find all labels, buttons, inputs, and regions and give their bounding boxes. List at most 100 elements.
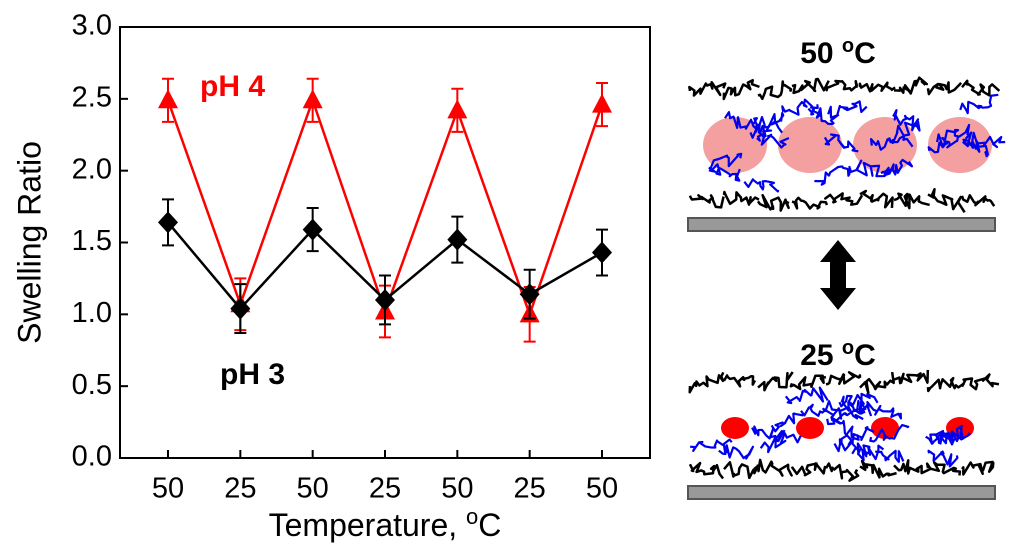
polymer-chain [751, 425, 786, 443]
polymer-chain [718, 444, 755, 460]
top-label: 50 oC [800, 35, 876, 70]
polymer-chain [770, 412, 804, 433]
y-tick-label: 1.5 [72, 225, 112, 257]
polymer-chain [925, 461, 962, 476]
polymer-chain [756, 132, 790, 149]
polymer-chain [781, 98, 819, 116]
polymer-chain [960, 373, 1000, 391]
polymer-chain [869, 134, 914, 151]
substrate [687, 485, 996, 500]
bottom-label: 25 oC [800, 337, 876, 372]
polymer-chain [827, 100, 868, 119]
polymer-chain [859, 371, 895, 395]
polymer-chain [830, 401, 866, 425]
x-tick-label: 50 [297, 473, 329, 505]
polymer-chain [757, 371, 794, 392]
polymer-chain [961, 138, 989, 158]
polymer-chain [961, 79, 1001, 97]
label-sup: o [842, 337, 854, 359]
polymer-chain [789, 374, 827, 391]
polymer-chain [893, 76, 929, 95]
data-point [447, 99, 468, 119]
polymer-chain [838, 392, 879, 408]
x-tick-label: 25 [224, 473, 256, 505]
y-axis-title: Swelling Ratio [11, 141, 47, 344]
polymer-chain [690, 438, 733, 453]
polymer-chain [927, 449, 959, 468]
polymer-chain [893, 369, 930, 385]
core-domain [778, 117, 842, 173]
polymer-chain [824, 192, 864, 206]
polymer-chain [722, 374, 757, 388]
polymer-chain [927, 187, 966, 214]
polymer-chain [823, 133, 859, 153]
polymer-chain [688, 371, 725, 394]
polymer-chain [791, 77, 830, 95]
polymer-chain [869, 424, 910, 443]
label-part: 50 [800, 37, 842, 70]
polymer-chain [759, 432, 802, 454]
polymer-chain [743, 178, 780, 193]
polymer-chain [833, 438, 871, 458]
polymer-chain [826, 418, 860, 441]
x-tick-label: 25 [514, 473, 546, 505]
core-domain [928, 117, 992, 173]
polymer-chain [722, 78, 760, 101]
core-domain [871, 417, 899, 439]
data-point [302, 89, 323, 109]
polymer-chain [926, 376, 966, 393]
polymer-chain [688, 81, 727, 97]
polymer-chain [859, 459, 897, 479]
data-point [158, 89, 178, 109]
polymer-chain [926, 81, 963, 96]
polymer-chain [688, 194, 725, 209]
polymer-chain [807, 106, 840, 126]
y-tick-label: 1.0 [72, 297, 112, 329]
series-label: pH 3 [220, 358, 285, 391]
data-point [302, 218, 323, 241]
label-part: C [854, 37, 876, 70]
x-axis-title: Temperature, oC [269, 504, 502, 544]
polymer-chain [825, 79, 859, 92]
data-point [158, 211, 178, 234]
label-sup: o [842, 35, 854, 57]
y-tick-label: 0.5 [72, 369, 112, 401]
polymer-chain [960, 194, 996, 207]
polymer-chain [866, 401, 903, 420]
polymer-chain [858, 81, 896, 93]
data-point [592, 93, 612, 113]
polymer-chain [859, 189, 894, 209]
axis-title-sup: o [466, 504, 478, 529]
polymer-chain [800, 400, 838, 417]
polymer-chain [688, 461, 725, 480]
polymer-chain [893, 192, 930, 210]
x-tick-label: 25 [369, 473, 401, 505]
polymer-chain [925, 432, 956, 446]
core-domain [796, 417, 824, 439]
polymer-chain [961, 460, 995, 476]
polymer-chain [814, 165, 851, 186]
data-point [519, 283, 540, 306]
data-point [230, 297, 251, 320]
data-point [375, 288, 395, 311]
polymer-chain [723, 461, 760, 480]
polymer-chain [893, 459, 933, 475]
polymer-chain [710, 163, 741, 182]
core-domain [721, 417, 749, 439]
polymer-chain [791, 196, 829, 210]
polymer-chain [930, 424, 963, 445]
polymer-chain [839, 425, 875, 445]
polymer-chain [722, 190, 760, 206]
polymer-chain [824, 462, 860, 482]
polymer-chain [790, 462, 827, 477]
polymer-chain [848, 159, 891, 178]
polymer-chain [757, 80, 793, 101]
x-tick-label: 50 [586, 473, 618, 505]
polymer-chain [708, 152, 743, 173]
polymer-chain [724, 111, 765, 138]
axis-title-part: Temperature, [269, 507, 466, 543]
y-tick-label: 0.0 [72, 441, 112, 473]
x-tick-label: 50 [441, 473, 473, 505]
